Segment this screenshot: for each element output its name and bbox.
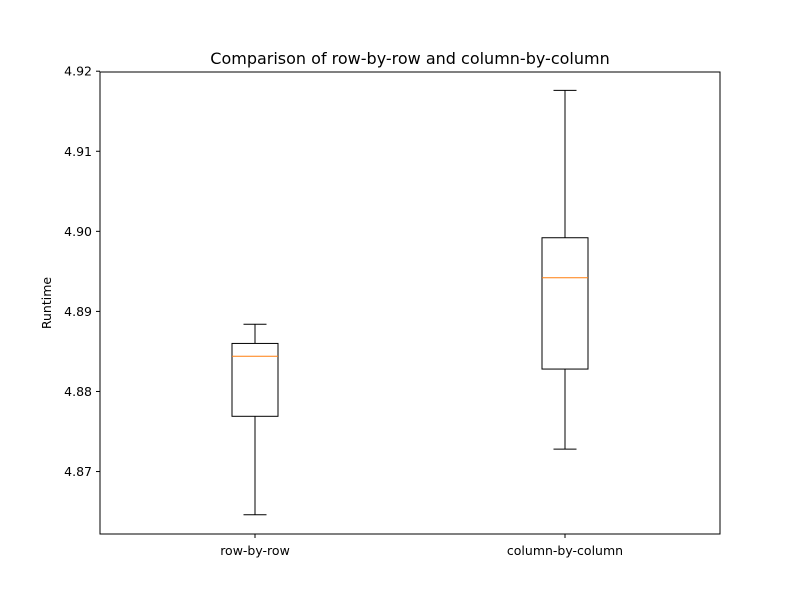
plot-area: 4.87 4.88 4.89 4.90 4.91 4.92 row-by-row column… [64,64,721,558]
y-tick-label: 4.88 [64,384,92,399]
y-tick-label: 4.89 [64,304,92,319]
y-axis-label: Runtime [39,277,54,330]
y-tick-label: 4.91 [64,144,92,159]
box-row-by-row [231,323,279,516]
chart-title: Comparison of row-by-row and column-by-c… [210,49,609,68]
x-tick-label: column-by-column [507,543,623,558]
y-tick-label: 4.87 [64,464,92,479]
iqr-box [541,237,589,370]
y-tick-label: 4.92 [64,64,92,79]
box-column-by-column [541,89,589,450]
axes-frame [99,71,721,535]
iqr-box [231,342,279,417]
x-tick-label: row-by-row [220,543,290,558]
y-tick-label: 4.90 [64,224,92,239]
